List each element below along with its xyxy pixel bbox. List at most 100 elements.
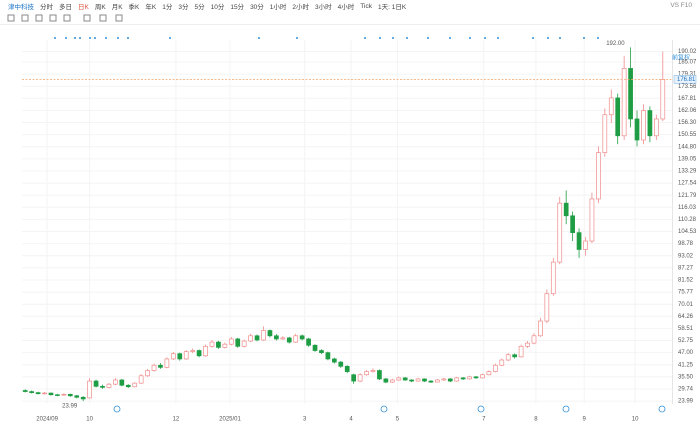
toolbar-tab[interactable]: 1天: 1日K bbox=[377, 4, 407, 11]
candle-body bbox=[550, 261, 556, 295]
candle-body bbox=[228, 338, 234, 345]
candle-body bbox=[589, 198, 595, 242]
y-tick-label: 87.27 bbox=[678, 265, 694, 271]
toolbar-tab[interactable]: 1小时 bbox=[269, 4, 287, 11]
toolbar-tab[interactable]: Tick bbox=[360, 2, 372, 10]
candle-body bbox=[145, 370, 150, 377]
y-tick-label: 70.01 bbox=[678, 302, 694, 308]
toolbar-tab[interactable]: 5分 bbox=[194, 4, 205, 11]
candle-body bbox=[486, 371, 492, 376]
candle-body bbox=[67, 393, 73, 397]
candle-body bbox=[267, 330, 273, 337]
candle-body bbox=[87, 380, 92, 399]
candle-body bbox=[415, 378, 421, 382]
candle-body bbox=[42, 392, 47, 395]
toolbar-tab[interactable]: 3小时 bbox=[315, 4, 332, 11]
candle-body bbox=[563, 202, 569, 217]
toolbar-tab[interactable]: 15分 bbox=[230, 4, 245, 11]
y-tick-label: 179.31 bbox=[678, 72, 697, 78]
y-tick-label: 139.05 bbox=[678, 156, 697, 162]
candle-body bbox=[505, 354, 511, 361]
candle-body bbox=[216, 341, 221, 348]
toolbar-tab[interactable]: 周K bbox=[94, 4, 106, 11]
price-label: 176.81 bbox=[677, 77, 696, 83]
y-tick-label: 144.80 bbox=[678, 144, 697, 150]
candle-body bbox=[435, 379, 440, 383]
candle-body bbox=[100, 385, 105, 388]
candle-body bbox=[312, 344, 318, 351]
y-tick-label: 52.75 bbox=[678, 338, 694, 344]
x-tick-label: 5 bbox=[396, 417, 400, 423]
x-tick-label: 12 bbox=[173, 417, 180, 423]
candle-body bbox=[383, 378, 389, 383]
toolbar-tab[interactable]: 30分 bbox=[250, 4, 264, 11]
toolbar-tab[interactable]: 多日 bbox=[59, 4, 72, 11]
candle-body bbox=[164, 358, 170, 368]
candle-body bbox=[55, 394, 60, 396]
candle-body bbox=[177, 353, 183, 360]
toolbar-tab[interactable]: 季K bbox=[128, 4, 140, 11]
candle-body bbox=[241, 340, 247, 347]
adjust-label[interactable]: 前复权 bbox=[672, 54, 690, 62]
candle-body bbox=[460, 377, 466, 380]
candle-body bbox=[74, 395, 80, 398]
toolbar-tab[interactable]: 日K bbox=[78, 4, 89, 11]
x-tick-label: 10 bbox=[86, 417, 93, 423]
candle-body bbox=[183, 351, 189, 360]
toolbar-right[interactable]: VS F10 bbox=[670, 2, 692, 9]
candle-body bbox=[35, 392, 41, 395]
y-tick-label: 81.52 bbox=[678, 278, 694, 284]
candle-body bbox=[544, 293, 550, 322]
candle-body bbox=[357, 374, 363, 382]
candle-body bbox=[119, 379, 125, 386]
candle-body bbox=[299, 335, 305, 340]
candle-body bbox=[48, 392, 54, 396]
candle-body bbox=[138, 375, 144, 384]
toolbar-tab[interactable]: 10分 bbox=[210, 4, 225, 11]
candle-body bbox=[331, 358, 337, 363]
y-tick-label: 29.74 bbox=[678, 387, 694, 393]
toolbar-tab[interactable]: 分时 bbox=[40, 4, 53, 11]
x-tick-label: 7 bbox=[482, 417, 486, 423]
candle-body bbox=[596, 152, 601, 200]
y-tick-label: 98.78 bbox=[678, 241, 694, 247]
candle-body bbox=[389, 379, 395, 383]
y-tick-label: 64.26 bbox=[678, 314, 694, 320]
candle-body bbox=[274, 335, 279, 340]
candle-body bbox=[447, 378, 453, 382]
y-tick-label: 190.02 bbox=[678, 49, 697, 55]
candle-body bbox=[280, 337, 286, 340]
toolbar-tab[interactable]: 月K bbox=[111, 4, 123, 11]
x-tick-label: 4 bbox=[349, 417, 353, 423]
y-tick-label: 185.07 bbox=[678, 60, 697, 66]
toolbar-tab[interactable]: 1分 bbox=[162, 4, 173, 11]
candle-body bbox=[653, 118, 659, 137]
extreme-label: 192.00 bbox=[606, 41, 625, 47]
candle-body bbox=[338, 361, 344, 367]
y-tick-label: 47.00 bbox=[678, 350, 694, 356]
y-tick-label: 167.81 bbox=[678, 96, 697, 102]
toolbar-tab[interactable]: 年K bbox=[145, 4, 157, 11]
x-tick-label: 10 bbox=[632, 417, 639, 423]
candle-body bbox=[377, 370, 382, 380]
candle-body bbox=[621, 68, 627, 137]
candle-body bbox=[293, 335, 299, 343]
event-icons bbox=[113, 405, 666, 413]
candle-body bbox=[306, 338, 311, 346]
toolbar-tab[interactable]: 津中科技 bbox=[8, 4, 34, 11]
candle-body bbox=[660, 78, 666, 120]
toolbar-tab[interactable]: 4小时 bbox=[337, 4, 355, 11]
y-tick-label: 23.99 bbox=[678, 399, 694, 405]
candle-body bbox=[583, 240, 588, 250]
candle-body bbox=[441, 378, 447, 381]
x-tick-label: 3 bbox=[303, 417, 307, 423]
toolbar-tab[interactable]: 3分 bbox=[178, 4, 189, 11]
candle-body bbox=[492, 364, 498, 372]
x-tick-label: 2024/09 bbox=[36, 417, 58, 423]
candle-body bbox=[190, 350, 196, 352]
toolbar-tab[interactable]: 2小时 bbox=[292, 4, 310, 11]
candle-body bbox=[525, 342, 530, 347]
candle-body bbox=[151, 364, 157, 371]
candle-body bbox=[106, 383, 112, 388]
